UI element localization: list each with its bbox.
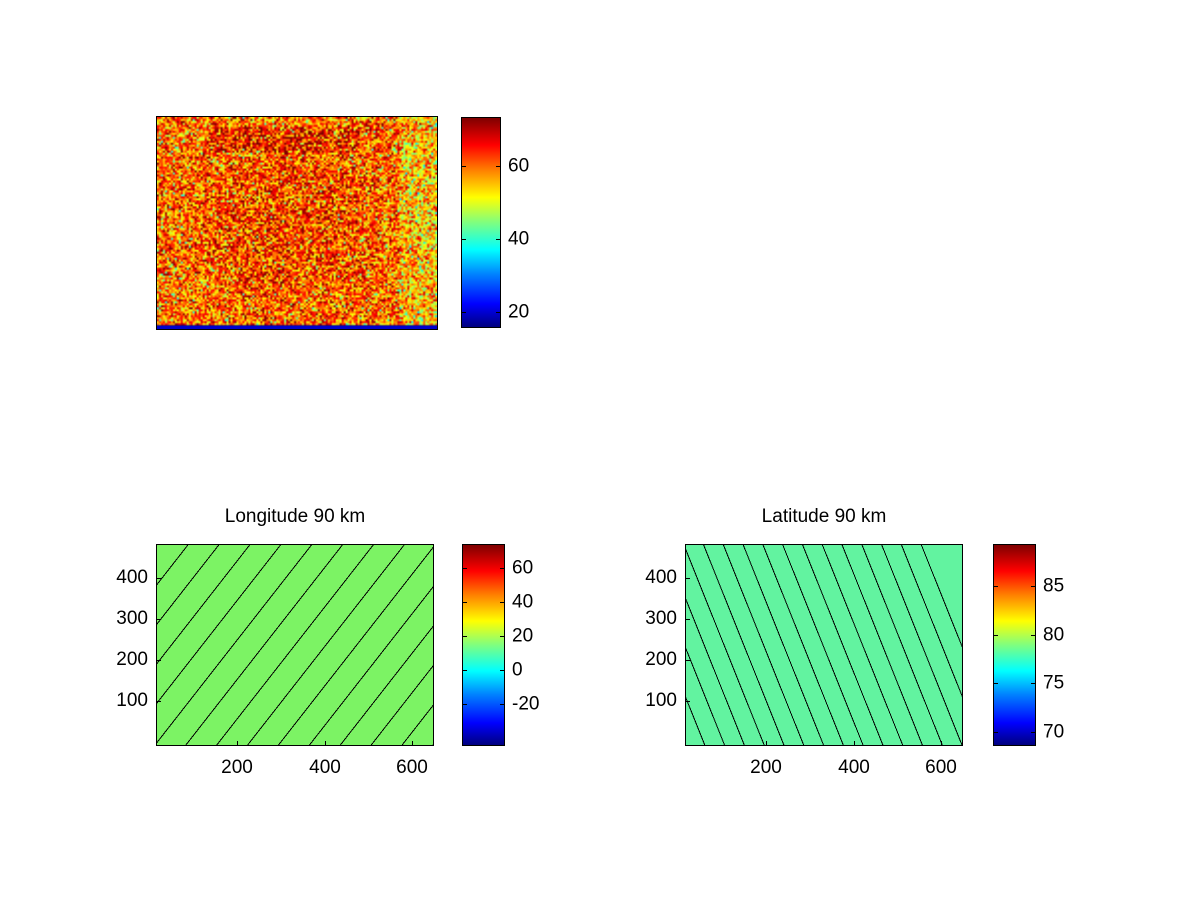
lon-ytick-400 (156, 578, 161, 579)
lat-xlabel-400: 400 (838, 757, 870, 778)
longitude-contour-lines (157, 545, 433, 745)
lon-ylabel-100: 100 (116, 690, 148, 711)
lon-ylabel-400: 400 (116, 567, 148, 588)
lon-cbar-tickmark-0 (500, 670, 505, 671)
lat-xtick-600 (941, 741, 942, 746)
latitude-contour-fill (686, 545, 962, 745)
lon-ylabel-300: 300 (116, 608, 148, 629)
lon-cbar-tickmark-neg20-left (462, 704, 467, 705)
lon-cbar-label-60: 60 (512, 557, 534, 579)
lat-cbar-tickmark-80 (1031, 635, 1036, 636)
lon-xlabel-600: 600 (396, 757, 428, 778)
lon-ytick-200 (156, 660, 161, 661)
lon-xtick-200 (237, 741, 238, 746)
lat-cbar-tickmark-75-left (993, 683, 998, 684)
latitude-contour-lines (686, 545, 962, 745)
lon-cbar-tickmark-40 (500, 602, 505, 603)
lon-cbar-tickmark-60 (500, 568, 505, 569)
top-cbar-tickmark-60-left (461, 166, 466, 167)
lon-xtick-600 (412, 741, 413, 746)
latitude-colorbar-ticks (993, 544, 1036, 746)
top-colorbar-ticks (461, 117, 501, 328)
lon-xlabel-400: 400 (309, 757, 341, 778)
lat-cbar-tickmark-70-left (993, 732, 998, 733)
lon-ylabel-200: 200 (116, 649, 148, 670)
longitude-plot-title: Longitude 90 km (224, 506, 366, 527)
lat-ylabel-200: 200 (645, 649, 677, 670)
lon-cbar-label-0: 0 (512, 659, 523, 681)
lon-cbar-tickmark-neg20 (500, 704, 505, 705)
lon-xtick-400 (325, 741, 326, 746)
lon-cbar-tickmark-20-left (462, 636, 467, 637)
lat-cbar-tickmark-85-left (993, 586, 998, 587)
lat-xtick-200 (766, 741, 767, 746)
lat-cbar-label-80: 80 (1043, 624, 1065, 646)
lat-cbar-tickmark-85 (1031, 586, 1036, 587)
latitude-contour-axes (685, 544, 963, 746)
lat-ytick-100 (685, 701, 690, 702)
lat-ylabel-400: 400 (645, 567, 677, 588)
lat-cbar-tickmark-80-left (993, 635, 998, 636)
lat-ytick-300 (685, 619, 690, 620)
noise-canvas (157, 117, 437, 329)
lon-cbar-tickmark-0-left (462, 670, 467, 671)
top-cbar-label-40: 40 (508, 228, 530, 250)
lon-cbar-label-neg20: -20 (512, 693, 540, 715)
lon-ytick-100 (156, 701, 161, 702)
top-cbar-tickmark-40 (496, 239, 501, 240)
longitude-colorbar (462, 544, 505, 746)
lon-ytick-300 (156, 619, 161, 620)
top-cbar-tickmark-20-left (461, 312, 466, 313)
lon-cbar-tickmark-20 (500, 636, 505, 637)
lat-cbar-label-70: 70 (1043, 721, 1065, 743)
top-cbar-tickmark-60 (496, 166, 501, 167)
lon-cbar-label-40: 40 (512, 591, 534, 613)
top-cbar-label-20: 20 (508, 301, 530, 323)
lat-ytick-200 (685, 660, 690, 661)
lat-xtick-400 (854, 741, 855, 746)
longitude-contour-axes (156, 544, 434, 746)
lat-cbar-label-75: 75 (1043, 672, 1065, 694)
lon-cbar-tickmark-60-left (462, 568, 467, 569)
latitude-plot-title: Latitude 90 km (761, 506, 887, 527)
top-heatmap-axes (156, 116, 438, 330)
longitude-colorbar-ticks (462, 544, 505, 746)
top-cbar-tickmark-20 (496, 312, 501, 313)
heatmap-baseline-strip (157, 326, 437, 329)
lon-xlabel-200: 200 (221, 757, 253, 778)
lon-cbar-label-20: 20 (512, 625, 534, 647)
lat-cbar-tickmark-75 (1031, 683, 1036, 684)
lat-cbar-tickmark-70 (1031, 732, 1036, 733)
lat-ytick-400 (685, 578, 690, 579)
lat-cbar-label-85: 85 (1043, 575, 1065, 597)
lat-xlabel-200: 200 (750, 757, 782, 778)
latitude-colorbar (993, 544, 1036, 746)
noise-heatmap-image (157, 117, 437, 329)
top-cbar-tickmark-40-left (461, 239, 466, 240)
lat-xlabel-600: 600 (925, 757, 957, 778)
top-cbar-label-60: 60 (508, 155, 530, 177)
lon-cbar-tickmark-40-left (462, 602, 467, 603)
lat-ylabel-100: 100 (645, 690, 677, 711)
lat-ylabel-300: 300 (645, 608, 677, 629)
top-colorbar (461, 117, 501, 328)
